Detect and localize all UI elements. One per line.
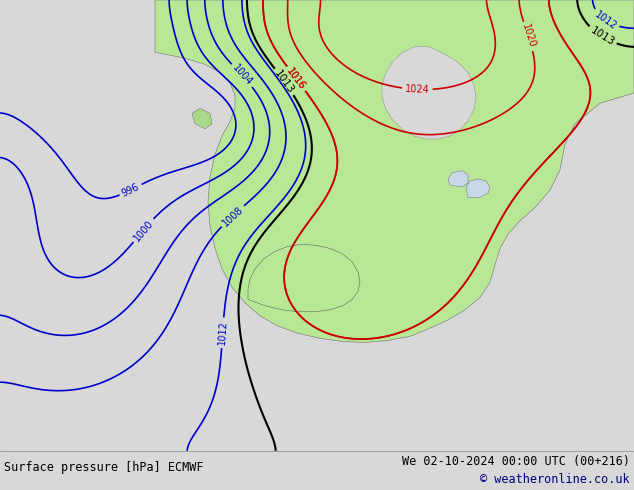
Text: 1004: 1004 [230,63,254,88]
Text: 1000: 1000 [132,218,155,243]
Text: 1012: 1012 [592,9,618,31]
Polygon shape [382,46,476,139]
Text: 1024: 1024 [405,84,430,95]
Polygon shape [448,171,468,187]
Text: 1008: 1008 [220,204,245,228]
Text: Surface pressure [hPa] ECMWF: Surface pressure [hPa] ECMWF [4,462,204,474]
Text: 1016: 1016 [285,66,307,92]
Text: We 02-10-2024 00:00 UTC (00+216): We 02-10-2024 00:00 UTC (00+216) [402,455,630,468]
Text: 1012: 1012 [217,320,228,345]
Polygon shape [155,0,634,343]
Polygon shape [192,108,212,129]
Text: 1013: 1013 [588,25,616,48]
Text: 996: 996 [120,181,141,198]
Text: 1013: 1013 [273,68,296,96]
Text: 1016: 1016 [285,66,307,92]
Text: © weatheronline.co.uk: © weatheronline.co.uk [481,473,630,487]
Polygon shape [248,245,360,312]
Polygon shape [466,179,490,197]
Text: 1020: 1020 [520,23,537,49]
